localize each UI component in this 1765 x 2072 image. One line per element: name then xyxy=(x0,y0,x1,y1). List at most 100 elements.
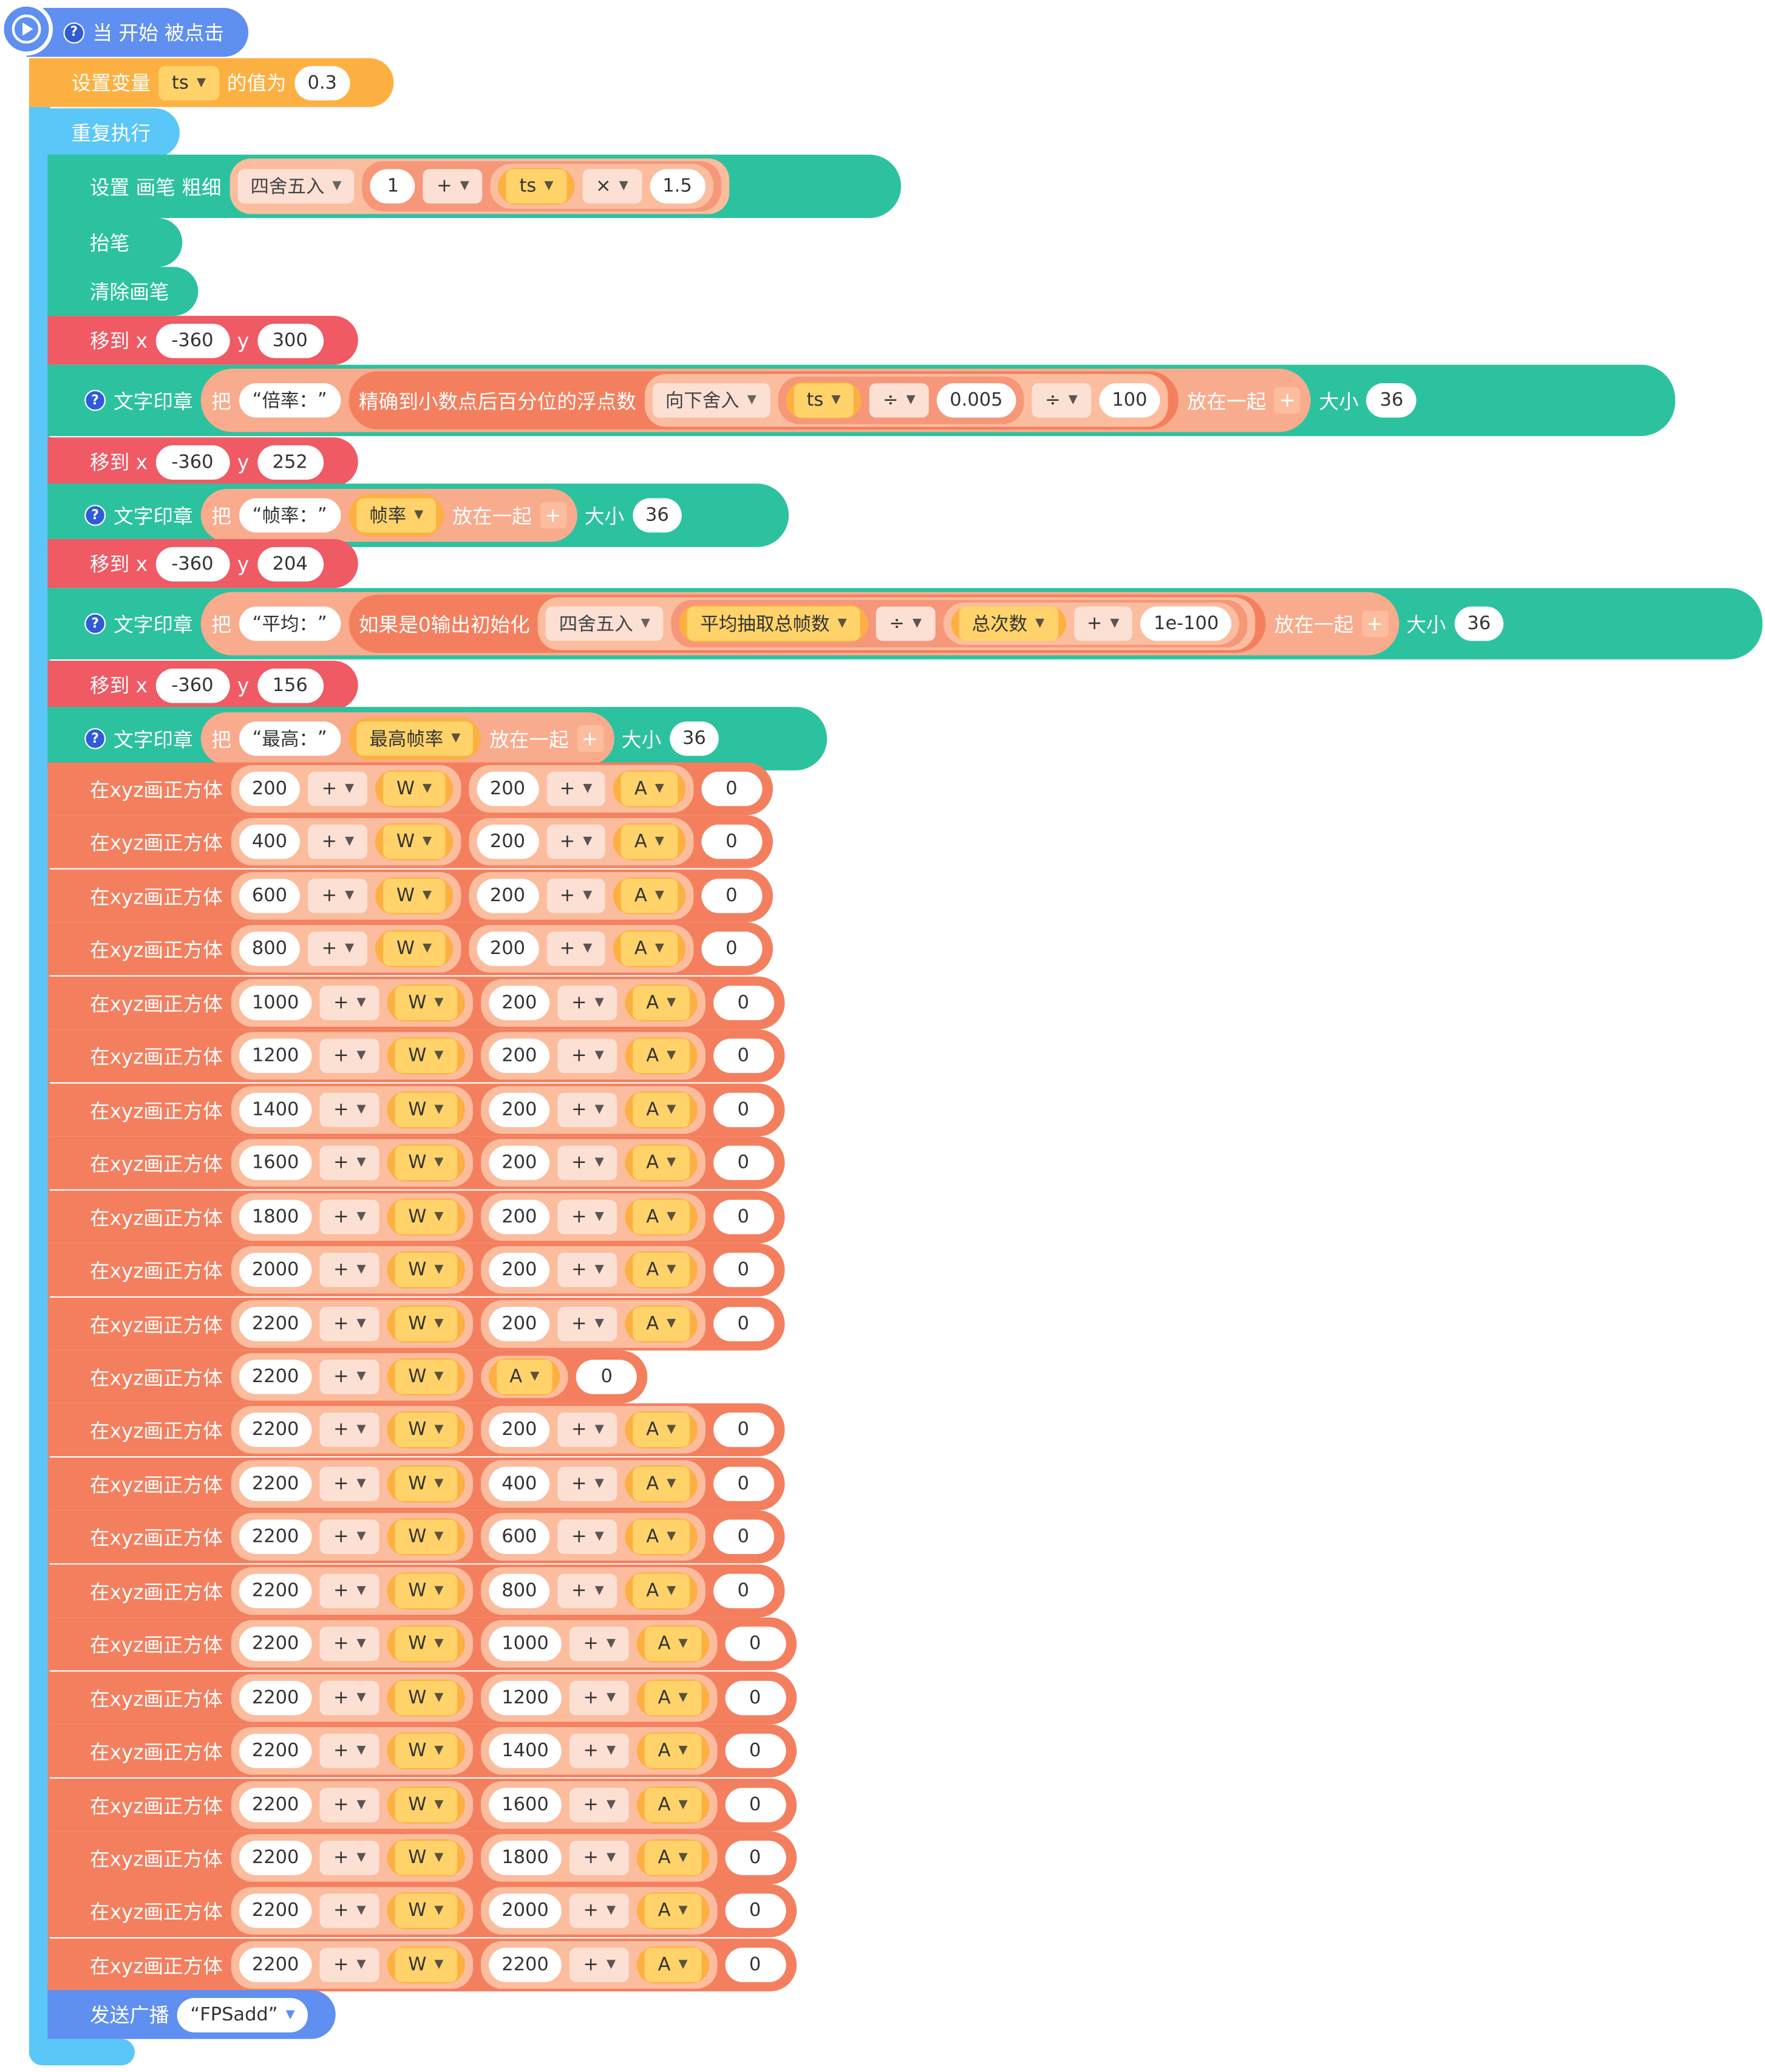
x-input[interactable]: 1800 xyxy=(239,1199,313,1235)
variable-reporter[interactable]: W ▼ xyxy=(375,823,453,860)
operator-dropdown[interactable]: + ▼ xyxy=(308,824,367,859)
y-input[interactable]: 2000 xyxy=(488,1893,562,1928)
variable-dropdown[interactable]: ts ▼ xyxy=(506,169,567,204)
variable-dropdown[interactable]: A ▼ xyxy=(633,1519,689,1554)
y-add-reporter[interactable]: 200 + ▼ A ▼ xyxy=(480,1406,706,1454)
variable-dropdown[interactable]: ts ▼ xyxy=(793,383,854,418)
y-input[interactable]: 600 xyxy=(488,1519,551,1554)
x-add-reporter[interactable]: 2200 + ▼ W ▼ xyxy=(231,1727,473,1775)
draw-cube-block[interactable]: 在xyz画正方体 800 + ▼ W ▼ 200 + ▼ A ▼ 0 xyxy=(47,922,773,975)
y-input[interactable]: 200 xyxy=(488,1092,551,1128)
z-input[interactable]: 0 xyxy=(724,1626,786,1661)
z-input[interactable]: 0 xyxy=(713,1038,774,1073)
variable-dropdown[interactable]: A ▼ xyxy=(621,932,678,966)
text-input[interactable]: “最高：” xyxy=(239,721,341,756)
add-reporter[interactable]: 总次数 ▼ + ▼ 1e-100 xyxy=(942,602,1240,645)
x-add-reporter[interactable]: 1600 + ▼ W ▼ xyxy=(231,1139,473,1187)
operator-dropdown[interactable]: + ▼ xyxy=(320,1413,379,1447)
variable-reporter[interactable]: W ▼ xyxy=(387,1251,465,1289)
y-input[interactable]: 1000 xyxy=(488,1626,562,1661)
operator-dropdown[interactable]: + ▼ xyxy=(570,1841,629,1875)
help-icon[interactable]: ? xyxy=(84,505,106,527)
x-input[interactable]: 1400 xyxy=(239,1092,313,1128)
variable-dropdown[interactable]: A ▼ xyxy=(633,1467,689,1501)
x-input[interactable]: -360 xyxy=(155,546,230,581)
x-add-reporter[interactable]: 2200 + ▼ W ▼ xyxy=(231,1674,473,1722)
y-add-reporter[interactable]: 1600 + ▼ A ▼ xyxy=(480,1781,717,1829)
y-input[interactable]: 1800 xyxy=(488,1841,562,1875)
variable-reporter[interactable]: A ▼ xyxy=(636,1786,709,1824)
operator-dropdown[interactable]: + ▼ xyxy=(320,1788,379,1822)
operator-dropdown[interactable]: + ▼ xyxy=(320,1626,379,1661)
operator-dropdown[interactable]: + ▼ xyxy=(308,879,367,913)
number-input[interactable]: 1 xyxy=(370,169,416,204)
variable-reporter[interactable]: W ▼ xyxy=(387,1732,465,1770)
y-add-reporter[interactable]: 400 + ▼ A ▼ xyxy=(480,1460,706,1508)
z-input[interactable]: 0 xyxy=(724,1733,786,1768)
y-add-reporter[interactable]: 1400 + ▼ A ▼ xyxy=(480,1727,717,1775)
variable-dropdown[interactable]: W ▼ xyxy=(395,1467,457,1501)
operator-dropdown[interactable]: + ▼ xyxy=(320,1948,379,1983)
variable-reporter[interactable]: A ▼ xyxy=(625,1572,698,1610)
x-input[interactable]: 200 xyxy=(239,771,301,806)
y-input[interactable]: 2200 xyxy=(488,1948,562,1983)
x-input[interactable]: 600 xyxy=(239,879,301,913)
variable-reporter[interactable]: W ▼ xyxy=(387,984,465,1022)
variable-dropdown[interactable]: W ▼ xyxy=(383,824,445,859)
draw-cube-block[interactable]: 在xyz画正方体 2200 + ▼ W ▼ A ▼ 0 xyxy=(47,1350,648,1403)
z-input[interactable]: 0 xyxy=(713,1307,774,1341)
operator-dropdown[interactable]: + ▼ xyxy=(308,932,367,966)
operator-dropdown[interactable]: + ▼ xyxy=(570,1893,629,1928)
y-add-reporter[interactable]: 1200 + ▼ A ▼ xyxy=(480,1674,717,1722)
y-input[interactable]: 200 xyxy=(488,1145,551,1181)
variable-reporter[interactable]: A ▼ xyxy=(636,1679,709,1717)
y-input[interactable]: 200 xyxy=(488,986,551,1020)
move-to-block[interactable]: 移到 x -360 y 252 xyxy=(47,437,358,486)
variable-dropdown[interactable]: ts ▼ xyxy=(158,65,219,100)
operator-dropdown[interactable]: + ▼ xyxy=(423,169,483,204)
x-input[interactable]: 2200 xyxy=(239,1360,313,1394)
operator-dropdown[interactable]: × ▼ xyxy=(582,169,642,204)
value-input[interactable]: 0.3 xyxy=(294,65,350,100)
x-input[interactable]: 400 xyxy=(239,824,301,859)
floor-reporter[interactable]: 向下舍入 ▼ ts ▼ ÷ ▼ 0.005 ÷ ▼ 100 xyxy=(644,373,1169,427)
variable-reporter[interactable]: W ▼ xyxy=(387,1198,465,1236)
operator-dropdown[interactable]: + ▼ xyxy=(570,1680,629,1716)
x-add-reporter[interactable]: 1400 + ▼ W ▼ xyxy=(231,1086,473,1134)
variable-reporter[interactable]: A ▼ xyxy=(613,823,685,860)
variable-dropdown[interactable]: W ▼ xyxy=(395,1626,457,1661)
z-input[interactable]: 0 xyxy=(713,1252,774,1287)
draw-cube-block[interactable]: 在xyz画正方体 2200 + ▼ W ▼ 2200 + ▼ A ▼ 0 xyxy=(47,1938,797,1992)
y-add-reporter[interactable]: 200 + ▼ A ▼ xyxy=(469,872,693,920)
variable-reporter[interactable]: W ▼ xyxy=(387,1465,465,1503)
operator-dropdown[interactable]: + ▼ xyxy=(320,1573,379,1609)
y-add-reporter[interactable]: 600 + ▼ A ▼ xyxy=(480,1513,706,1561)
x-add-reporter[interactable]: 2000 + ▼ W ▼ xyxy=(231,1246,473,1294)
y-add-reporter[interactable]: 800 + ▼ A ▼ xyxy=(480,1567,706,1615)
y-add-reporter[interactable]: 200 + ▼ A ▼ xyxy=(480,1300,706,1348)
size-input[interactable]: 36 xyxy=(669,721,719,756)
divide-reporter[interactable]: 平均抽取总帧数 ▼ ÷ ▼ 总次数 ▼ + ▼ 1e-100 xyxy=(671,599,1248,648)
operator-dropdown[interactable]: + ▼ xyxy=(320,1038,379,1073)
operator-dropdown[interactable]: + ▼ xyxy=(546,771,606,806)
variable-dropdown[interactable]: A ▼ xyxy=(644,1788,701,1822)
draw-cube-block[interactable]: 在xyz画正方体 600 + ▼ W ▼ 200 + ▼ A ▼ 0 xyxy=(47,869,773,922)
y-add-reporter[interactable]: 200 + ▼ A ▼ xyxy=(469,925,693,973)
variable-dropdown[interactable]: A ▼ xyxy=(633,986,689,1020)
variable-reporter[interactable]: A ▼ xyxy=(636,1625,709,1663)
variable-dropdown[interactable]: A ▼ xyxy=(633,1413,689,1447)
join-reporter[interactable]: 把 “倍率：” 精确到小数点后百分位的浮点数 向下舍入 ▼ ts ▼ ÷ ▼ 0.00… xyxy=(200,369,1311,432)
y-add-reporter[interactable]: 1000 + ▼ A ▼ xyxy=(480,1620,717,1668)
zero-init-reporter[interactable]: 如果是0输出初始化 四舍五入 ▼ 平均抽取总帧数 ▼ ÷ ▼ 总次数 ▼ + ▼ 1e-1… xyxy=(348,595,1267,653)
operator-dropdown[interactable]: + ▼ xyxy=(558,1413,617,1447)
variable-reporter[interactable]: A ▼ xyxy=(613,770,685,808)
variable-reporter[interactable]: W ▼ xyxy=(387,1518,465,1556)
variable-reporter[interactable]: W ▼ xyxy=(387,1839,465,1876)
pen-up-block[interactable]: 抬笔 xyxy=(47,218,183,267)
join-reporter[interactable]: 把 “帧率：” 帧率 ▼ 放在一起 + xyxy=(200,489,577,542)
x-add-reporter[interactable]: 2200 + ▼ W ▼ xyxy=(231,1460,473,1508)
repeat-forever-block[interactable]: 重复执行 xyxy=(29,108,180,157)
add-icon[interactable]: + xyxy=(1274,387,1301,414)
variable-reporter[interactable]: W ▼ xyxy=(375,770,453,808)
x-add-reporter[interactable]: 2200 + ▼ W ▼ xyxy=(231,1300,473,1348)
